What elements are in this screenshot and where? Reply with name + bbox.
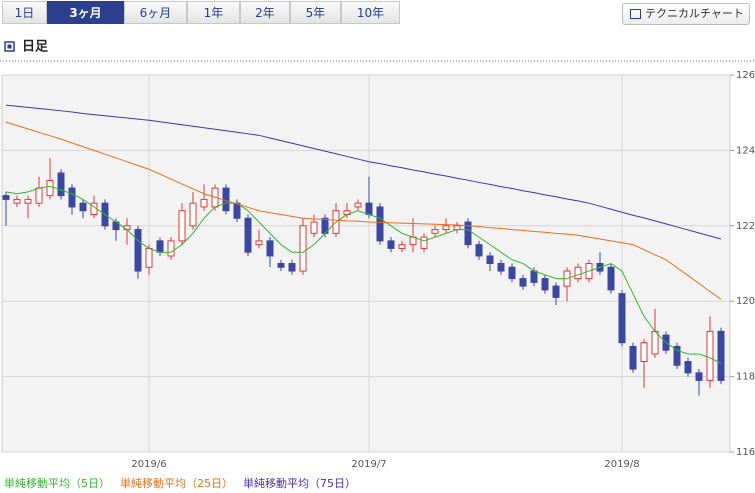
legend-entry: 単純移動平均（25日） [120,476,233,490]
candle-body [673,345,681,366]
candle-body [68,187,76,208]
moving-average-line [5,185,722,364]
candle-body [2,195,10,200]
candle-body [387,240,395,249]
plot-area [1,74,731,453]
candle-body [640,342,648,363]
candle-body [695,372,703,381]
candle-body [189,202,197,227]
candle-body [233,202,241,219]
candle-body [35,187,43,204]
candle-body [420,236,428,249]
candle-body [200,198,208,208]
candle-body [46,180,54,197]
range-tab[interactable]: 10年 [341,1,400,24]
candle-body [156,240,164,253]
moving-average-line [5,104,722,240]
legend-entry: 単純移動平均（75日） [243,476,356,490]
candle-body [24,198,32,204]
y-tick-label: 120 [736,296,755,307]
candle-body [453,225,461,231]
candle-body [277,263,285,268]
candle-body [618,293,626,344]
candle-body [508,266,516,280]
range-tab[interactable]: 1日 [2,1,47,24]
candle-body [398,244,406,249]
candle-body [79,202,87,212]
legend-entry: 単純移動平均（5日） [4,476,110,490]
candle-body [442,225,450,231]
range-tab[interactable]: 5年 [290,1,341,24]
chart-title: 日足 [22,40,49,55]
candle-body [717,330,725,381]
candle-body [431,229,439,234]
candle-body [145,247,153,268]
x-tick-label: 2019/8 [604,459,639,470]
candle-body [651,330,659,355]
candle-body [299,225,307,272]
candle-body [464,221,472,246]
candle-body [13,198,21,204]
candle-body [530,270,538,283]
candle-body [288,263,296,272]
moving-average-line [5,121,722,300]
candle-body [354,202,362,208]
candle-body [574,266,582,280]
candle-body [541,278,549,291]
candle-body [178,210,186,242]
y-tick-label: 126 [736,70,755,81]
candle-body [486,255,494,265]
candle-body [57,172,65,197]
candle-body [552,285,560,298]
y-tick-label: 118 [736,372,755,383]
candle-body [629,345,637,370]
candle-body [376,206,384,242]
candle-body [365,202,373,215]
candle-body [475,244,483,257]
candle-body [706,330,714,381]
range-tab[interactable]: 6ヶ月 [124,1,187,24]
candle-body [607,266,615,291]
candle-body [497,263,505,272]
y-tick-label: 124 [736,145,755,156]
x-tick-label: 2019/6 [131,459,166,470]
candle-body [167,240,175,257]
candle-body [684,361,692,374]
candle-body [244,217,252,253]
candle-body [519,278,527,287]
candle-body [134,229,142,272]
range-tab[interactable]: 3ヶ月 [47,1,124,24]
header-icon-inner [7,44,12,49]
candle-body [266,240,274,257]
x-tick-label: 2019/7 [351,459,386,470]
range-tab[interactable]: 2年 [240,1,290,24]
technical-chart-button[interactable]: テクニカルチャート [622,3,750,25]
y-tick-label: 116 [736,447,755,458]
candle-body [255,240,263,246]
candle-body [310,221,318,234]
range-tab[interactable]: 1年 [187,1,240,24]
y-tick-label: 122 [736,221,755,232]
